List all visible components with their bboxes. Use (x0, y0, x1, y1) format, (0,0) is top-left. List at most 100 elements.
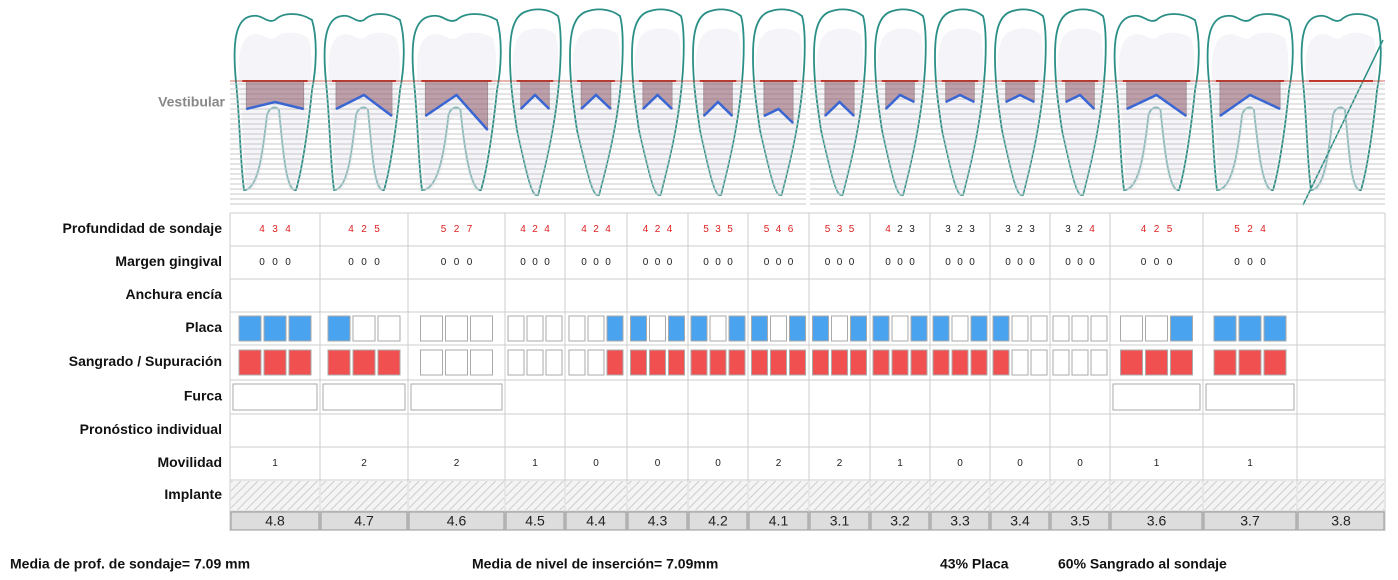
bleeding-box[interactable] (710, 350, 726, 375)
bleeding-box[interactable] (1239, 350, 1261, 375)
bleeding-box[interactable] (1031, 350, 1047, 375)
plaque-box[interactable] (1091, 316, 1107, 341)
bleeding-box[interactable] (851, 350, 867, 375)
bleeding-box[interactable] (289, 350, 311, 375)
bleeding-box[interactable] (971, 350, 987, 375)
implant-cell[interactable] (409, 481, 504, 510)
bleeding-box[interactable] (588, 350, 604, 375)
plaque-box[interactable] (328, 316, 350, 341)
bleeding-box[interactable] (264, 350, 286, 375)
bleeding-box[interactable] (239, 350, 261, 375)
bleeding-box[interactable] (1171, 350, 1193, 375)
bleeding-box[interactable] (1264, 350, 1286, 375)
bleeding-box[interactable] (771, 350, 787, 375)
plaque-box[interactable] (631, 316, 647, 341)
bleeding-box[interactable] (446, 350, 468, 375)
plaque-box[interactable] (1031, 316, 1047, 341)
bleeding-box[interactable] (471, 350, 493, 375)
bleeding-box[interactable] (790, 350, 806, 375)
plaque-box[interactable] (729, 316, 745, 341)
bleeding-box[interactable] (1214, 350, 1236, 375)
implant-cell[interactable] (749, 481, 808, 510)
implant-cell[interactable] (689, 481, 747, 510)
plaque-box[interactable] (1121, 316, 1143, 341)
bleeding-box[interactable] (607, 350, 623, 375)
implant-cell[interactable] (871, 481, 929, 510)
plaque-box[interactable] (1072, 316, 1088, 341)
plaque-box[interactable] (1171, 316, 1193, 341)
implant-cell[interactable] (1298, 481, 1384, 510)
furcation-box[interactable] (323, 384, 405, 410)
plaque-box[interactable] (1146, 316, 1168, 341)
implant-cell[interactable] (231, 481, 319, 510)
bleeding-box[interactable] (328, 350, 350, 375)
bleeding-box[interactable] (892, 350, 908, 375)
bleeding-box[interactable] (873, 350, 889, 375)
furcation-box[interactable] (1113, 384, 1200, 410)
plaque-box[interactable] (832, 316, 848, 341)
plaque-box[interactable] (771, 316, 787, 341)
bleeding-box[interactable] (729, 350, 745, 375)
bleeding-box[interactable] (1091, 350, 1107, 375)
plaque-box[interactable] (752, 316, 768, 341)
bleeding-box[interactable] (421, 350, 443, 375)
plaque-box[interactable] (971, 316, 987, 341)
implant-cell[interactable] (628, 481, 687, 510)
bleeding-box[interactable] (952, 350, 968, 375)
bleeding-box[interactable] (527, 350, 543, 375)
plaque-box[interactable] (669, 316, 685, 341)
bleeding-box[interactable] (631, 350, 647, 375)
plaque-box[interactable] (952, 316, 968, 341)
plaque-box[interactable] (569, 316, 585, 341)
plaque-box[interactable] (1053, 316, 1069, 341)
plaque-box[interactable] (527, 316, 543, 341)
implant-cell[interactable] (566, 481, 626, 510)
plaque-box[interactable] (353, 316, 375, 341)
plaque-box[interactable] (650, 316, 666, 341)
furcation-box[interactable] (1206, 384, 1294, 410)
bleeding-box[interactable] (1053, 350, 1069, 375)
implant-cell[interactable] (991, 481, 1049, 510)
plaque-box[interactable] (421, 316, 443, 341)
plaque-box[interactable] (446, 316, 468, 341)
plaque-box[interactable] (1214, 316, 1236, 341)
plaque-box[interactable] (851, 316, 867, 341)
plaque-box[interactable] (1239, 316, 1261, 341)
bleeding-box[interactable] (1146, 350, 1168, 375)
furcation-box[interactable] (411, 384, 502, 410)
bleeding-box[interactable] (546, 350, 562, 375)
plaque-box[interactable] (239, 316, 261, 341)
implant-cell[interactable] (810, 481, 869, 510)
plaque-box[interactable] (508, 316, 524, 341)
plaque-box[interactable] (813, 316, 829, 341)
implant-cell[interactable] (506, 481, 564, 510)
bleeding-box[interactable] (378, 350, 400, 375)
bleeding-box[interactable] (832, 350, 848, 375)
plaque-box[interactable] (691, 316, 707, 341)
plaque-box[interactable] (378, 316, 400, 341)
bleeding-box[interactable] (650, 350, 666, 375)
implant-cell[interactable] (1204, 481, 1296, 510)
plaque-box[interactable] (933, 316, 949, 341)
plaque-box[interactable] (607, 316, 623, 341)
plaque-box[interactable] (873, 316, 889, 341)
bleeding-box[interactable] (813, 350, 829, 375)
plaque-box[interactable] (471, 316, 493, 341)
furcation-box[interactable] (233, 384, 317, 410)
bleeding-box[interactable] (669, 350, 685, 375)
plaque-box[interactable] (1012, 316, 1028, 341)
bleeding-box[interactable] (691, 350, 707, 375)
plaque-box[interactable] (546, 316, 562, 341)
bleeding-box[interactable] (353, 350, 375, 375)
plaque-box[interactable] (264, 316, 286, 341)
implant-cell[interactable] (931, 481, 989, 510)
bleeding-box[interactable] (993, 350, 1009, 375)
plaque-box[interactable] (911, 316, 927, 341)
plaque-box[interactable] (790, 316, 806, 341)
plaque-box[interactable] (289, 316, 311, 341)
plaque-box[interactable] (588, 316, 604, 341)
plaque-box[interactable] (892, 316, 908, 341)
bleeding-box[interactable] (911, 350, 927, 375)
bleeding-box[interactable] (1121, 350, 1143, 375)
bleeding-box[interactable] (752, 350, 768, 375)
